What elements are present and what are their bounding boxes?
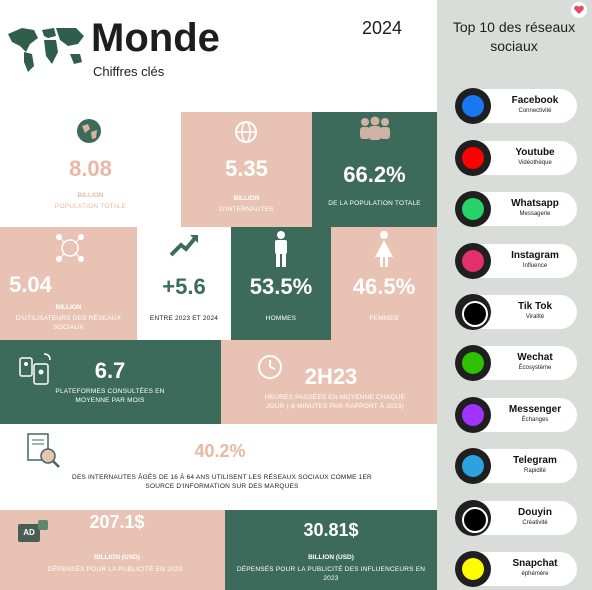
social-network-name: Telegram: [513, 455, 557, 466]
social-network-name: Douyin: [518, 507, 552, 518]
social-users-value: 5.04: [9, 272, 52, 297]
social-network-name: Tik Tok: [517, 301, 553, 312]
social-network-item-whatsapp[interactable]: Whatsapp Messagerie: [455, 191, 577, 227]
social-network-item-facebook[interactable]: Facebook Connectivité: [455, 88, 577, 124]
globe-grid-icon: [234, 120, 258, 144]
ad-spend-tile: AD 207.1$ BILLION (USD) DÉPENSÉS POUR LA…: [0, 510, 225, 590]
facebook-icon: [455, 88, 491, 124]
social-network-tagline: Viralité: [525, 314, 545, 320]
influencer-spend-unit: BILLION (USD): [308, 554, 354, 561]
instagram-icon: [455, 243, 491, 279]
social-network-tagline: Rapidité: [523, 468, 546, 474]
messenger-icon: [455, 397, 491, 433]
youtube-icon: [455, 140, 491, 176]
internet-users-value: 5.35: [225, 156, 268, 181]
social-users-label: D'UTILISATEURS DES RÉSEAUX SOCIAUX: [15, 315, 122, 331]
page-title: Monde: [91, 16, 220, 60]
platforms-label: PLATEFORMES CONSULTÉES EN MOYENNE PAR MO…: [55, 388, 165, 404]
social-network-tagline: Échanges: [521, 417, 549, 423]
wechat-icon: [455, 345, 491, 381]
social-users-tile: 5.04 BILLION D'UTILISATEURS DES RÉSEAUX …: [0, 227, 137, 340]
ad-spend-value: 207.1$: [89, 512, 145, 532]
social-network-name: Facebook: [511, 95, 559, 106]
apps-icon: [18, 352, 54, 386]
growth-value: +5.6: [162, 274, 206, 299]
ad-spend-unit: BILLION (USD): [94, 554, 140, 561]
internet-share-value: 66.2%: [343, 162, 406, 187]
population-label: POPULATION TOTALE: [54, 203, 127, 210]
influencer-spend-value: 30.81$: [303, 520, 359, 540]
document-search-icon: [26, 432, 60, 468]
ad-spend-label: DÉPENSÉS POUR LA PUBLICITÉ EN 2023: [47, 566, 183, 573]
social-network-tagline: Messagerie: [519, 211, 551, 217]
social-network-name: Wechat: [517, 352, 553, 363]
platforms-value: 6.7: [94, 358, 126, 383]
social-network-item-telegram[interactable]: Telegram Rapidité: [455, 448, 577, 484]
time-value: 2H23: [304, 364, 358, 389]
social-network-item-youtube[interactable]: Youtube Vidéothèque: [455, 140, 577, 176]
world-map-icon: [4, 22, 86, 74]
brand-info-label: DES INTERNAUTES ÂGÉS DE 16 À 64 ANS UTIL…: [72, 474, 372, 490]
social-network-name: Messenger: [508, 404, 562, 415]
ad-icon: AD: [18, 520, 48, 544]
influencer-spend-label: DÉPENSÉS POUR LA PUBLICITÉ DES INFLUENCE…: [236, 566, 426, 582]
internet-users-label: D'INTERNAUTES: [219, 206, 274, 213]
men-label: HOMMES: [265, 315, 297, 322]
social-network-tagline: éphémère: [521, 571, 549, 577]
social-network-item-snapchat[interactable]: Snapchat éphémère: [455, 551, 577, 587]
clock-icon: [257, 354, 283, 380]
woman-icon: [374, 231, 394, 267]
growth-label: ENTRE 2023 ET 2024: [149, 315, 219, 322]
telegram-icon: [455, 448, 491, 484]
women-label: FEMMES: [369, 315, 399, 322]
internet-users-tile: 5.35 BILLION D'INTERNAUTES: [181, 112, 312, 227]
influencer-spend-tile: 30.81$ BILLION (USD) DÉPENSÉS POUR LA PU…: [225, 510, 437, 590]
social-network-item-douyin[interactable]: Douyin Créativité: [455, 500, 577, 536]
douyin-icon: [455, 500, 491, 536]
platforms-tile: 6.7 PLATEFORMES CONSULTÉES EN MOYENNE PA…: [0, 340, 221, 424]
population-unit: BILLION: [77, 192, 104, 199]
globe-icon: [76, 118, 102, 144]
tik-tok-icon: [455, 294, 491, 330]
women-value: 46.5%: [352, 274, 416, 299]
social-network-tagline: Écosystème: [518, 365, 552, 371]
ad-badge: AD: [18, 524, 40, 542]
men-value: 53.5%: [249, 274, 313, 299]
population-value: 8.08: [69, 156, 112, 181]
social-users-unit: BILLION: [55, 304, 82, 311]
whatsapp-icon: [455, 191, 491, 227]
network-icon: [55, 233, 85, 263]
social-network-name: Snapchat: [512, 558, 558, 569]
brand-info-tile: 40.2% DES INTERNAUTES ÂGÉS DE 16 À 64 AN…: [0, 424, 437, 510]
social-network-item-messenger[interactable]: Messenger Échanges: [455, 397, 577, 433]
social-network-name: Whatsapp: [511, 198, 559, 209]
social-network-tagline: Connectivité: [518, 108, 552, 114]
snapchat-icon: [455, 551, 491, 587]
population-tile: 8.08 BILLION POPULATION TOTALE: [0, 112, 181, 227]
time-tile: 2H23 HEURES PASSÉES EN MOYENNE CHAQUE JO…: [221, 340, 437, 424]
man-icon: [272, 231, 290, 267]
brand-info-value: 40.2%: [194, 441, 246, 461]
social-network-name: Youtube: [515, 147, 555, 158]
growth-tile: +5.6 ENTRE 2023 ET 2024: [137, 227, 231, 340]
social-network-tagline: Vidéothèque: [518, 160, 552, 166]
social-network-item-wechat[interactable]: Wechat Écosystème: [455, 345, 577, 381]
internet-share-tile: 66.2% DE LA POPULATION TOTALE: [312, 112, 437, 227]
sidebar-title: Top 10 des réseaux sociaux: [452, 19, 576, 54]
social-network-tagline: Influence: [522, 263, 548, 269]
social-network-name: Instagram: [511, 250, 559, 261]
page-subtitle: Chiffres clés: [93, 64, 165, 79]
women-tile: 46.5% FEMMES: [331, 227, 437, 340]
internet-share-label: DE LA POPULATION TOTALE: [328, 200, 421, 207]
time-label: HEURES PASSÉES EN MOYENNE CHAQUE JOUR (-…: [264, 394, 406, 410]
heart-badge-icon[interactable]: [571, 2, 587, 18]
trend-up-icon: [169, 233, 199, 257]
social-network-item-instagram[interactable]: Instagram Influence: [455, 243, 577, 279]
men-tile: 53.5% HOMMES: [231, 227, 331, 340]
crowd-icon: [357, 116, 393, 140]
social-network-item-tik-tok[interactable]: Tik Tok Viralité: [455, 294, 577, 330]
internet-users-unit: BILLION: [233, 195, 260, 202]
social-network-tagline: Créativité: [522, 520, 548, 526]
year-label: 2024: [362, 18, 403, 38]
